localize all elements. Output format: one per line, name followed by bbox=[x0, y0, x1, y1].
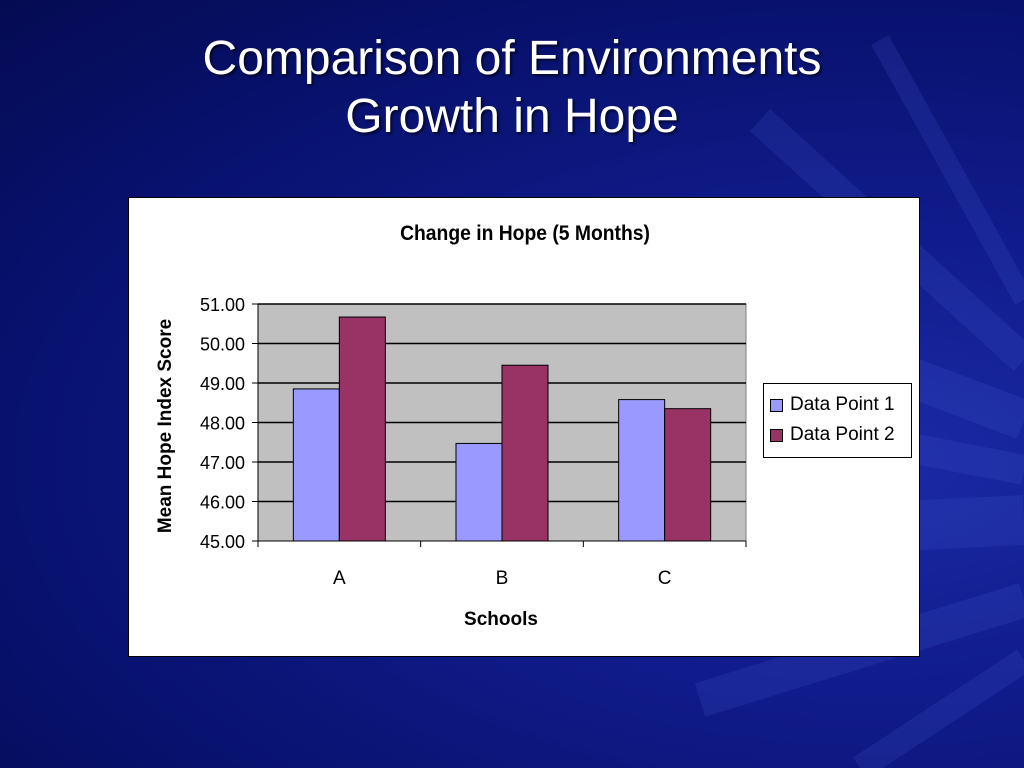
bar-b-series-2 bbox=[501, 364, 549, 542]
legend-item-series-1: Data Point 1 bbox=[770, 390, 907, 420]
y-tick-label: 51.00 bbox=[200, 295, 245, 315]
chart-title: Change in Hope (5 Months) bbox=[400, 222, 650, 245]
legend-label-series-2: Data Point 2 bbox=[790, 424, 895, 445]
bar-c-series-1 bbox=[618, 399, 666, 542]
chart-frame: Change in Hope (5 Months) 45.00 46.00 47.00… bbox=[128, 197, 920, 657]
bar-c-series-2 bbox=[664, 408, 712, 542]
slide-title: Comparison of Environments Growth in Hop… bbox=[0, 30, 1024, 146]
x-tick-label: A bbox=[333, 568, 346, 589]
x-tick-label: C bbox=[658, 568, 672, 589]
bar-a-series-1 bbox=[292, 388, 340, 542]
bar-chart: Change in Hope (5 Months) 45.00 46.00 47.00… bbox=[155, 222, 747, 630]
y-tick-label: 45.00 bbox=[200, 532, 245, 552]
y-axis-title: Mean Hope Index Score bbox=[155, 319, 176, 533]
legend-swatch-series-1 bbox=[770, 398, 783, 412]
legend-label-series-1: Data Point 1 bbox=[790, 394, 895, 415]
slide-title-line-1: Comparison of Environments bbox=[202, 32, 822, 85]
y-tick-label: 47.00 bbox=[200, 453, 245, 473]
slide-title-line-2: Growth in Hope bbox=[345, 90, 679, 143]
y-tick-label: 50.00 bbox=[200, 335, 245, 355]
bar-b-series-1 bbox=[455, 442, 503, 542]
legend-item-series-2: Data Point 2 bbox=[770, 420, 907, 450]
chart-legend: Data Point 1 Data Point 2 bbox=[763, 383, 912, 458]
y-tick-label: 46.00 bbox=[200, 493, 245, 513]
y-tick-label: 49.00 bbox=[200, 374, 245, 394]
x-tick-label: B bbox=[496, 568, 509, 589]
legend-swatch-series-2 bbox=[770, 428, 783, 442]
y-tick-label: 48.00 bbox=[200, 414, 245, 434]
x-axis-title: Schools bbox=[464, 609, 538, 630]
bar-a-series-2 bbox=[338, 316, 386, 542]
